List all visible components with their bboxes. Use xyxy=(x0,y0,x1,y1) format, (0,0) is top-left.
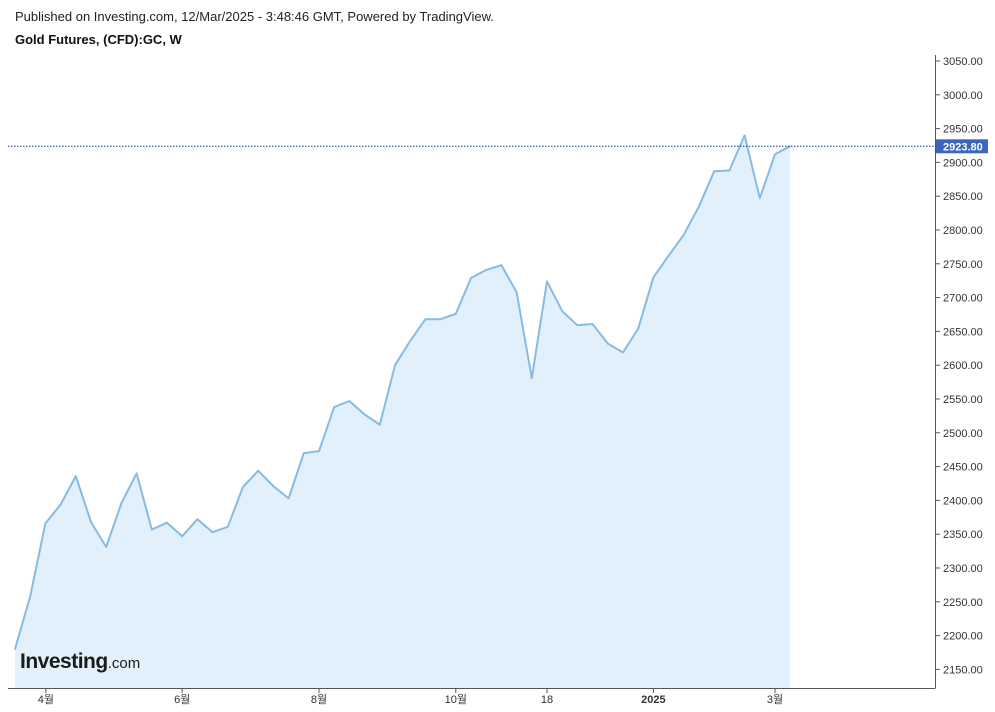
y-tick-label: 2800.00 xyxy=(943,225,983,237)
data-point xyxy=(29,595,32,598)
data-point xyxy=(105,546,107,548)
y-tick-label: 2950.00 xyxy=(943,124,983,136)
axes: 3050.00 3000.00 2950.00 2900.00 2850.00 2800.… xyxy=(8,55,988,706)
data-point xyxy=(409,340,412,342)
data-point xyxy=(576,324,579,327)
y-tick-label: 2350.00 xyxy=(943,529,983,541)
data-point xyxy=(394,364,396,367)
y-tick-label: 2200.00 xyxy=(943,631,983,643)
data-point xyxy=(743,134,746,137)
data-point xyxy=(44,522,47,525)
plot-area xyxy=(8,134,935,688)
data-point xyxy=(637,327,639,330)
y-tick-label: 2300.00 xyxy=(943,563,983,575)
data-point xyxy=(515,291,518,294)
data-point xyxy=(698,205,700,208)
data-point xyxy=(120,502,123,504)
data-point xyxy=(728,169,731,172)
data-point xyxy=(607,342,609,345)
data-point xyxy=(211,531,214,533)
data-point xyxy=(287,497,290,500)
data-point xyxy=(242,486,244,488)
x-tick-label: 8월 xyxy=(311,693,327,706)
logo-main: Investing xyxy=(20,650,108,673)
data-point xyxy=(75,475,77,477)
data-point xyxy=(789,145,791,148)
data-point xyxy=(455,313,457,315)
data-point xyxy=(531,377,533,379)
x-tick-label: 10월 xyxy=(445,693,467,706)
x-tick-label: 4월 xyxy=(38,693,54,706)
y-tick-label: 2450.00 xyxy=(943,462,983,474)
data-point xyxy=(135,472,138,475)
data-point xyxy=(379,423,381,426)
y-tick-label: 2150.00 xyxy=(943,664,983,676)
y-tick-label: 3050.00 xyxy=(943,56,983,68)
data-point xyxy=(500,264,503,267)
data-point xyxy=(424,318,427,321)
published-caption: Published on Investing.com, 12/Mar/2025 … xyxy=(15,9,494,24)
data-point xyxy=(14,648,16,650)
y-tick-label: 2550.00 xyxy=(943,394,983,406)
data-point xyxy=(546,280,548,283)
data-point xyxy=(257,469,260,472)
data-point xyxy=(333,406,336,408)
data-point xyxy=(652,276,655,279)
logo-suffix: .com xyxy=(107,655,141,672)
data-point xyxy=(561,310,563,312)
data-point xyxy=(151,528,153,531)
data-point xyxy=(683,233,685,236)
data-point xyxy=(272,485,275,488)
data-point xyxy=(485,269,488,271)
data-point xyxy=(439,318,442,321)
x-tick-label: 6월 xyxy=(174,693,190,706)
series-area-fill xyxy=(15,135,791,688)
data-point xyxy=(59,503,62,506)
data-point xyxy=(303,452,305,454)
y-tick-label: 2900.00 xyxy=(943,157,983,169)
x-tick-label: 2025 xyxy=(641,694,665,706)
y-tick-label: 2500.00 xyxy=(943,428,983,440)
data-point xyxy=(622,351,624,354)
data-point xyxy=(363,413,366,416)
x-tick-label: 3월 xyxy=(767,693,783,706)
data-point xyxy=(470,277,472,279)
data-point xyxy=(713,170,715,172)
last-price-label: 2923.80 xyxy=(943,141,983,153)
y-tick-label: 2750.00 xyxy=(943,259,983,271)
y-tick-label: 2600.00 xyxy=(943,360,983,372)
data-point xyxy=(318,450,320,452)
last-price-badge xyxy=(936,139,988,154)
data-point xyxy=(181,535,183,537)
chart-header: Published on Investing.com, 12/Mar/2025 … xyxy=(15,9,494,48)
data-point xyxy=(667,254,670,257)
y-tick-label: 2850.00 xyxy=(943,191,983,203)
y-tick-label: 3000.00 xyxy=(943,90,983,102)
y-tick-label: 2250.00 xyxy=(943,597,983,609)
data-point xyxy=(591,323,594,325)
data-point xyxy=(90,521,92,523)
y-tick-label: 2400.00 xyxy=(943,495,983,507)
y-tick-label: 2650.00 xyxy=(943,326,983,338)
data-point xyxy=(196,518,199,521)
chart-title: Gold Futures, (CFD):GC, W xyxy=(15,32,182,47)
data-point xyxy=(227,526,229,528)
data-point xyxy=(774,153,776,156)
data-point xyxy=(348,400,351,402)
y-tick-label: 2700.00 xyxy=(943,293,983,305)
investing-logo: Investing.com xyxy=(20,650,140,674)
series-line xyxy=(14,134,791,650)
data-point xyxy=(166,521,168,524)
x-tick-label: 18 xyxy=(541,694,553,706)
data-point xyxy=(759,197,761,199)
